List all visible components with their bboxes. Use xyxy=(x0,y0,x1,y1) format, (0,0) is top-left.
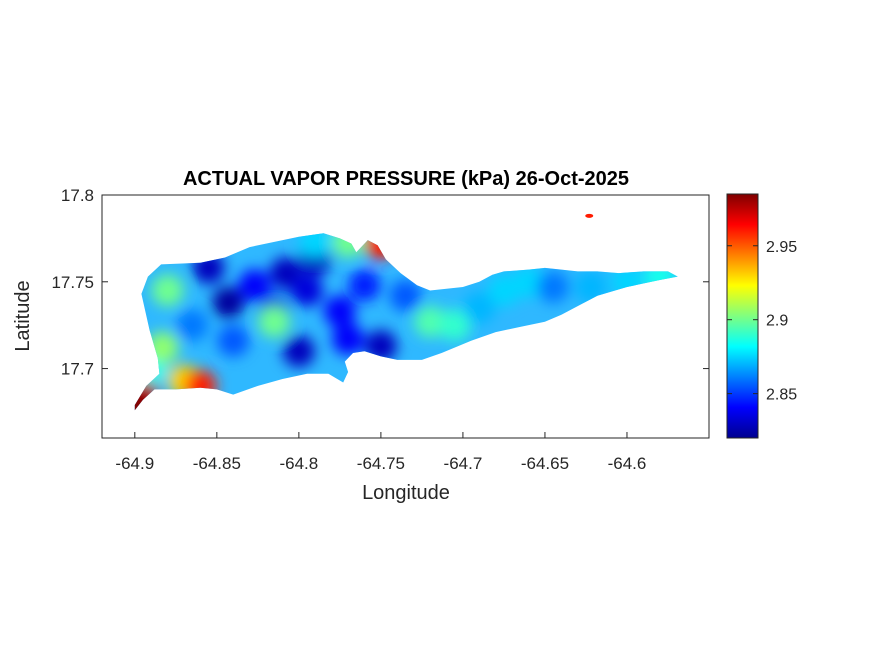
value-point xyxy=(438,309,471,342)
colorbar: 2.85 2.9 2.95 xyxy=(726,193,797,439)
value-point xyxy=(414,305,447,338)
x-tick-label: -64.8 xyxy=(279,454,318,473)
colorbar-tick-label: 2.95 xyxy=(766,239,797,256)
value-point xyxy=(463,291,496,324)
y-axis-label: Latitude xyxy=(12,280,34,351)
value-point xyxy=(238,269,271,302)
plot-area: -64.9 -64.85 -64.8 -64.75 -64.7 -64.65 -64.6 1… xyxy=(51,186,710,473)
colorbar-gradient xyxy=(726,193,759,439)
value-point xyxy=(212,286,245,319)
value-point xyxy=(282,335,315,368)
value-point xyxy=(574,270,607,303)
value-point xyxy=(512,265,545,298)
x-tick-label: -64.85 xyxy=(193,454,241,473)
value-point xyxy=(348,269,381,302)
x-tick-label: -64.7 xyxy=(444,454,483,473)
islet xyxy=(585,213,594,218)
y-tick-label: 17.8 xyxy=(61,186,94,205)
value-point xyxy=(332,323,365,356)
x-tick-label: -64.9 xyxy=(115,454,154,473)
chart-title: ACTUAL VAPOR PRESSURE (kPa) 26-Oct-2025 xyxy=(183,168,629,190)
x-tick-label: -64.65 xyxy=(521,454,569,473)
value-point xyxy=(269,257,302,290)
colorbar-tick-label: 2.85 xyxy=(766,387,797,404)
x-axis-label: Longitude xyxy=(362,482,450,504)
x-tick-label: -64.6 xyxy=(608,454,647,473)
value-point xyxy=(258,305,291,338)
value-point xyxy=(134,390,151,411)
value-point xyxy=(487,274,520,307)
colorbar-tick-label: 2.9 xyxy=(766,313,788,330)
value-point xyxy=(389,279,422,312)
value-point xyxy=(176,309,209,342)
x-tick-label: -64.75 xyxy=(357,454,405,473)
value-point xyxy=(537,270,570,303)
y-tick-label: 17.7 xyxy=(61,360,94,379)
value-point xyxy=(323,295,356,328)
axes-box xyxy=(101,194,710,439)
y-tick-label: 17.75 xyxy=(51,273,94,292)
value-point xyxy=(291,274,324,307)
value-point xyxy=(217,324,250,357)
value-point xyxy=(151,274,184,307)
